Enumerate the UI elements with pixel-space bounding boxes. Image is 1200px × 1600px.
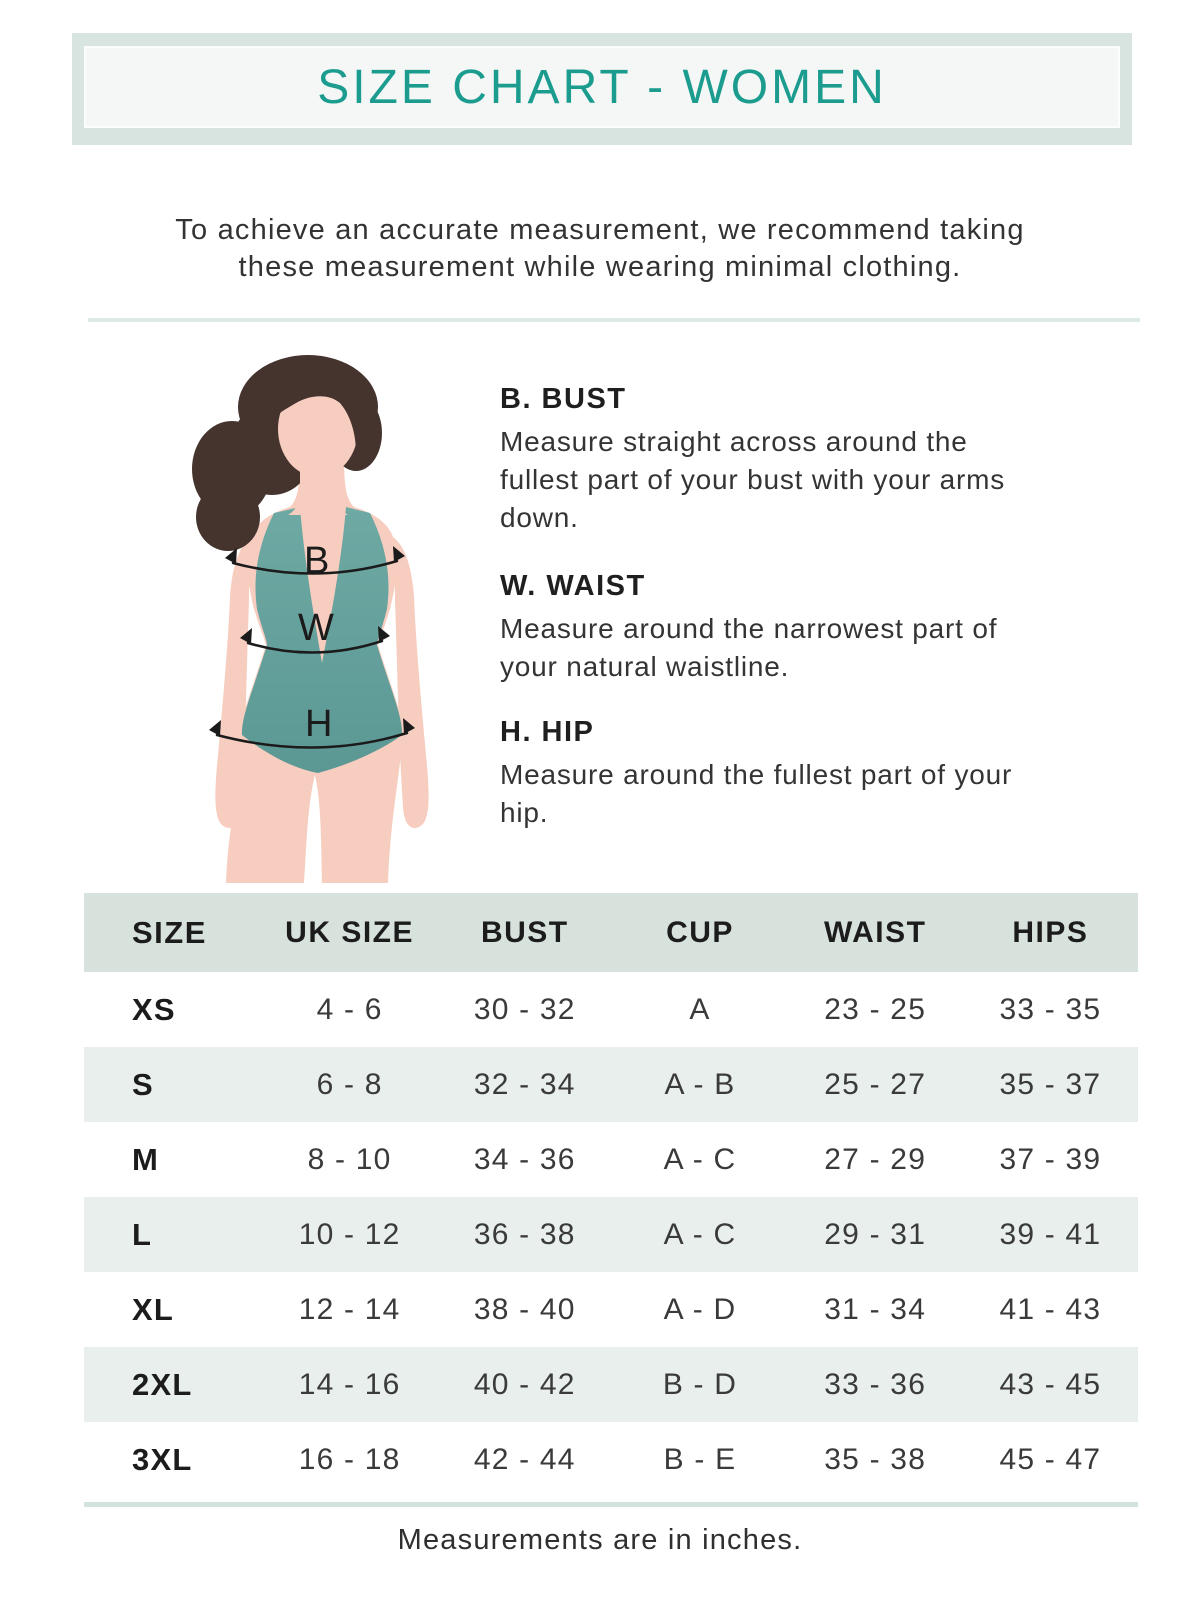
uk-size-value: 8 - 10 bbox=[307, 1142, 392, 1176]
measure-letters: B W H bbox=[298, 540, 334, 745]
bust-value: 34 - 36 bbox=[473, 1142, 576, 1176]
hips-value: 41 - 43 bbox=[999, 1292, 1102, 1326]
intro-line-1: To achieve an accurate measurement, we r… bbox=[175, 214, 1025, 246]
col-header-size: SIZE bbox=[132, 914, 207, 950]
size-label: L bbox=[132, 1216, 153, 1252]
bust-value: 40 - 42 bbox=[473, 1367, 576, 1401]
hip-line-1: Measure around the fullest part of your bbox=[500, 759, 1013, 790]
waist-value: 25 - 27 bbox=[824, 1067, 927, 1101]
figure-svg: B W H bbox=[192, 355, 429, 883]
table-row-xl: XL 12 - 14 38 - 40 A - D 31 - 34 41 - 43 bbox=[84, 1272, 1138, 1347]
size-label: S bbox=[132, 1066, 154, 1102]
bust-value: 38 - 40 bbox=[473, 1292, 576, 1326]
hip-section: H. HIP Measure around the fullest part o… bbox=[500, 716, 1090, 832]
bust-measure-arc bbox=[231, 559, 399, 575]
size-label: 2XL bbox=[132, 1366, 193, 1402]
uk-size-value: 16 - 18 bbox=[298, 1442, 401, 1476]
size-label: 3XL bbox=[132, 1441, 193, 1477]
hip-heading: H. HIP bbox=[500, 716, 595, 748]
intro-text: To achieve an accurate measurement, we r… bbox=[0, 212, 1200, 286]
waist-value: 23 - 25 bbox=[824, 992, 927, 1026]
bust-value: 42 - 44 bbox=[473, 1442, 576, 1476]
waist-value: 33 - 36 bbox=[824, 1367, 927, 1401]
right-arm bbox=[393, 537, 429, 829]
hips-value: 45 - 47 bbox=[999, 1442, 1102, 1476]
bust-value: 36 - 38 bbox=[473, 1217, 576, 1251]
waist-line-2: your natural waistline. bbox=[500, 651, 790, 682]
waist-value: 35 - 38 bbox=[824, 1442, 927, 1476]
cup-value: A bbox=[689, 992, 711, 1026]
waist-value: 29 - 31 bbox=[824, 1217, 927, 1251]
waist-letter: W bbox=[298, 607, 334, 649]
cup-value: A - C bbox=[663, 1217, 737, 1251]
table-row-m: M 8 - 10 34 - 36 A - C 27 - 29 37 - 39 bbox=[84, 1122, 1138, 1197]
bust-letter: B bbox=[304, 540, 329, 582]
hip-letter: H bbox=[305, 703, 332, 745]
size-label: XS bbox=[132, 991, 176, 1027]
cup-value: A - C bbox=[663, 1142, 737, 1176]
waist-section: W. WAIST Measure around the narrowest pa… bbox=[500, 570, 1090, 686]
bust-line-1: Measure straight across around the bbox=[500, 426, 968, 457]
uk-size-value: 14 - 16 bbox=[298, 1367, 401, 1401]
table-row-s: S 6 - 8 32 - 34 A - B 25 - 27 35 - 37 bbox=[84, 1047, 1138, 1122]
uk-size-value: 4 - 6 bbox=[316, 992, 383, 1026]
cup-value: B - D bbox=[662, 1367, 738, 1401]
hair-fringe bbox=[274, 376, 363, 453]
face bbox=[278, 381, 358, 477]
uk-size-value: 10 - 12 bbox=[298, 1217, 401, 1251]
hips-value: 35 - 37 bbox=[999, 1067, 1102, 1101]
bottom-divider bbox=[84, 1502, 1138, 1507]
size-label: XL bbox=[132, 1291, 175, 1327]
bust-heading: B. BUST bbox=[500, 383, 627, 415]
table-row-xs: XS 4 - 6 30 - 32 A 23 - 25 33 - 35 bbox=[84, 972, 1138, 1047]
bust-line-2: fullest part of your bust with your arms bbox=[500, 464, 1006, 495]
bust-section: B. BUST Measure straight across around t… bbox=[500, 383, 1090, 537]
hip-measure-arc bbox=[215, 731, 409, 749]
swimsuit bbox=[241, 507, 403, 773]
hips-value: 43 - 45 bbox=[999, 1367, 1102, 1401]
top-divider bbox=[88, 318, 1140, 322]
col-header-cup: CUP bbox=[666, 915, 734, 949]
page-title: SIZE CHART - WOMEN bbox=[317, 60, 887, 114]
units-note: Measurements are in inches. bbox=[397, 1524, 803, 1556]
arc-arrowheads bbox=[209, 546, 415, 736]
bust-value: 30 - 32 bbox=[473, 992, 576, 1026]
bust-line-3: down. bbox=[500, 502, 579, 533]
table-row-l: L 10 - 12 36 - 38 A - C 29 - 31 39 - 41 bbox=[84, 1197, 1138, 1272]
measure-arcs bbox=[215, 559, 409, 749]
header-title-box: SIZE CHART - WOMEN bbox=[84, 46, 1120, 128]
size-label: M bbox=[132, 1141, 160, 1177]
waist-value: 27 - 29 bbox=[824, 1142, 927, 1176]
hips-value: 39 - 41 bbox=[999, 1217, 1102, 1251]
left-arm bbox=[215, 537, 251, 829]
table-row-3xl: 3XL 16 - 18 42 - 44 B - E 35 - 38 45 - 4… bbox=[84, 1422, 1138, 1497]
col-header-uk-size: UK SIZE bbox=[285, 915, 415, 949]
cup-value: A - B bbox=[664, 1067, 736, 1101]
table-row-2xl: 2XL 14 - 16 40 - 42 B - D 33 - 36 43 - 4… bbox=[84, 1347, 1138, 1422]
hips-value: 33 - 35 bbox=[999, 992, 1102, 1026]
table-header-row: SIZE UK SIZE BUST CUP WAIST HIPS bbox=[84, 893, 1138, 972]
col-header-hips: HIPS bbox=[1012, 915, 1089, 949]
cup-value: B - E bbox=[663, 1442, 737, 1476]
hip-line-2: hip. bbox=[500, 797, 549, 828]
waist-line-1: Measure around the narrowest part of bbox=[500, 613, 998, 644]
bust-value: 32 - 34 bbox=[473, 1067, 576, 1101]
cup-value: A - D bbox=[663, 1292, 737, 1326]
header-panel: SIZE CHART - WOMEN bbox=[72, 33, 1132, 145]
col-header-waist: WAIST bbox=[823, 915, 927, 949]
intro-line-2: these measurement while wearing minimal … bbox=[238, 251, 962, 283]
size-table: SIZE UK SIZE BUST CUP WAIST HIPS XS 4 - … bbox=[84, 893, 1138, 1497]
col-header-bust: BUST bbox=[480, 915, 569, 949]
waist-measure-arc bbox=[246, 639, 384, 654]
body-measurement-figure: B W H bbox=[170, 345, 480, 890]
waist-heading: W. WAIST bbox=[500, 570, 646, 602]
uk-size-value: 6 - 8 bbox=[316, 1067, 383, 1101]
uk-size-value: 12 - 14 bbox=[298, 1292, 401, 1326]
waist-value: 31 - 34 bbox=[824, 1292, 927, 1326]
hips-value: 37 - 39 bbox=[999, 1142, 1102, 1176]
